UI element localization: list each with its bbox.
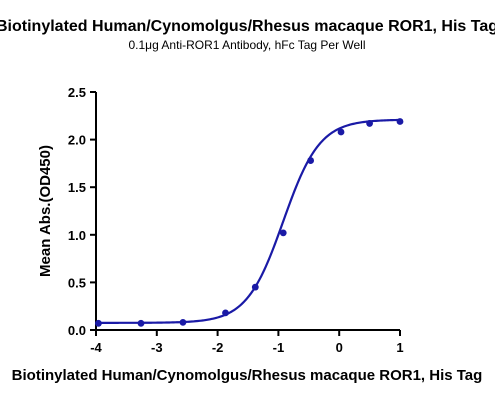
fit-curve [98, 118, 401, 324]
x-tick-label: -4 [90, 340, 102, 355]
data-point [337, 128, 345, 136]
x-tick-label: 1 [396, 340, 403, 355]
data-point [137, 319, 145, 327]
x-tick-label: -1 [273, 340, 285, 355]
y-tick-label: 2.5 [68, 85, 86, 100]
data-point [179, 318, 187, 326]
data-point [95, 319, 102, 327]
y-tick-label: 2.0 [68, 133, 86, 148]
x-tick-label: -3 [151, 340, 163, 355]
chart-title: Biotinylated Human/Cynomolgus/Rhesus mac… [0, 18, 495, 35]
data-point [222, 309, 229, 317]
x-ticks: -4 -3 -2 -1 0 1 [90, 330, 404, 355]
data-point [251, 283, 259, 291]
x-tick-label: -2 [212, 340, 224, 355]
data-point [279, 229, 287, 237]
plot-area [95, 118, 404, 327]
y-tick-label: 1.5 [68, 180, 86, 195]
data-point [366, 120, 373, 127]
data-point [307, 157, 315, 164]
x-axis-label: Biotinylated Human/Cynomolgus/Rhesus mac… [12, 367, 483, 384]
y-ticks: 0.0 0.5 1.0 1.5 2.0 2.5 [68, 85, 96, 338]
axes [95, 92, 400, 331]
data-point [396, 118, 404, 125]
y-axis-label: Mean Abs.(OD450) [37, 145, 54, 277]
x-tick-label: 0 [336, 340, 343, 355]
y-tick-label: 0.5 [68, 275, 86, 290]
chart-subtitle: 0.1μg Anti-ROR1 Antibody, hFc Tag Per We… [128, 38, 365, 52]
y-tick-label: 1.0 [68, 228, 86, 243]
y-tick-label: 0.0 [68, 323, 86, 338]
